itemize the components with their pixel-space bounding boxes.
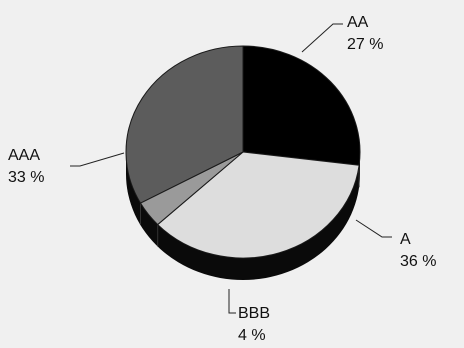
pie-slice-a (156, 151, 360, 259)
pie-side-wall (126, 152, 360, 280)
slice-value-aa: 27 % (347, 36, 383, 53)
leader-line-a (355, 219, 392, 238)
slice-value-aaa: 33 % (8, 169, 44, 186)
slice-label-aa: AA (347, 14, 369, 31)
leader-line-aa (301, 23, 343, 53)
slice-value-a: 36 % (400, 253, 436, 270)
leader-line-aaa (70, 152, 125, 167)
leader-line-bbb (228, 289, 236, 314)
pie-top-face (125, 45, 361, 259)
slice-label-a: A (400, 231, 411, 248)
pie-slice-aa (242, 45, 361, 166)
slice-label-bbb: BBB (238, 305, 270, 322)
pie-labels: AA 27 % A 36 % BBB 4 % AAA 33 % (8, 14, 436, 344)
pie-slice-aaa (125, 45, 244, 204)
slice-label-aaa: AAA (8, 147, 40, 164)
pie-wall (126, 152, 360, 280)
slice-value-bbb: 4 % (238, 327, 266, 344)
